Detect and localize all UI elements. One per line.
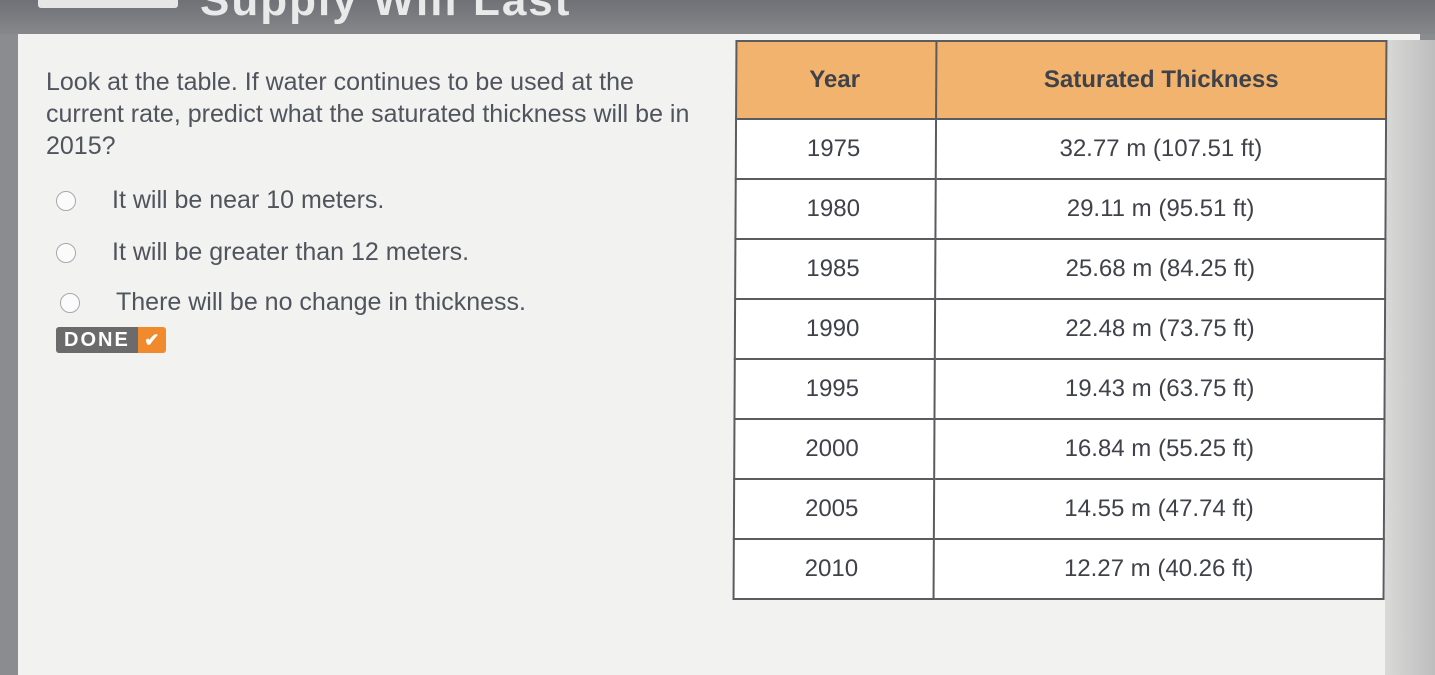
table-row: 2010 12.27 m (40.26 ft)	[733, 539, 1384, 599]
table-row: 2005 14.55 m (47.74 ft)	[733, 479, 1385, 539]
column-header-year: Year	[736, 41, 937, 119]
radio-icon[interactable]	[60, 292, 80, 313]
radio-icon[interactable]	[56, 190, 76, 211]
year-cell: 2005	[733, 479, 935, 539]
option-label: It will be greater than 12 meters.	[112, 238, 470, 266]
table-header-row: Year Saturated Thickness	[736, 41, 1387, 119]
radio-icon[interactable]	[56, 242, 76, 263]
option-label: It will be near 10 meters.	[112, 186, 385, 214]
thickness-cell: 19.43 m (63.75 ft)	[934, 359, 1385, 419]
column-header-thickness: Saturated Thickness	[936, 41, 1387, 119]
option-no-change[interactable]: There will be no change in thickness.	[60, 288, 526, 317]
table-row: 1980 29.11 m (95.51 ft)	[735, 179, 1386, 239]
year-cell: 1980	[735, 179, 936, 239]
thickness-cell: 12.27 m (40.26 ft)	[933, 539, 1384, 599]
year-cell: 2010	[733, 539, 934, 599]
table-row: 2000 16.84 m (55.25 ft)	[734, 419, 1385, 479]
table-row: 1975 32.77 m (107.51 ft)	[735, 119, 1387, 179]
thickness-cell: 14.55 m (47.74 ft)	[933, 479, 1385, 539]
year-cell: 2000	[734, 419, 935, 479]
saturated-thickness-table: Year Saturated Thickness 1975 32.77 m (1…	[732, 40, 1388, 600]
page-title: Supply Will Last	[200, 0, 572, 25]
done-button[interactable]: DONE ✔	[56, 327, 166, 353]
thickness-cell: 32.77 m (107.51 ft)	[935, 119, 1387, 179]
title-bar: Supply Will Last	[0, 0, 1435, 34]
question-prompt: Look at the table. If water continues to…	[46, 68, 690, 160]
thickness-cell: 16.84 m (55.25 ft)	[934, 419, 1385, 479]
year-cell: 1995	[734, 359, 935, 419]
year-cell: 1985	[735, 239, 936, 299]
done-label: DONE	[56, 327, 138, 353]
table-row: 1990 22.48 m (73.75 ft)	[734, 299, 1386, 359]
year-cell: 1975	[735, 119, 937, 179]
thickness-cell: 25.68 m (84.25 ft)	[935, 239, 1386, 299]
thickness-cell: 29.11 m (95.51 ft)	[935, 179, 1386, 239]
title-tab	[38, 0, 178, 8]
option-label: There will be no change in thickness.	[116, 288, 526, 316]
option-near-10-meters[interactable]: It will be near 10 meters.	[56, 186, 384, 215]
year-cell: 1990	[734, 299, 936, 359]
right-edge	[1385, 40, 1435, 675]
option-greater-than-12-meters[interactable]: It will be greater than 12 meters.	[56, 238, 469, 267]
checkmark-icon: ✔	[137, 327, 166, 353]
thickness-cell: 22.48 m (73.75 ft)	[934, 299, 1386, 359]
table-row: 1995 19.43 m (63.75 ft)	[734, 359, 1385, 419]
table-row: 1985 25.68 m (84.25 ft)	[735, 239, 1386, 299]
